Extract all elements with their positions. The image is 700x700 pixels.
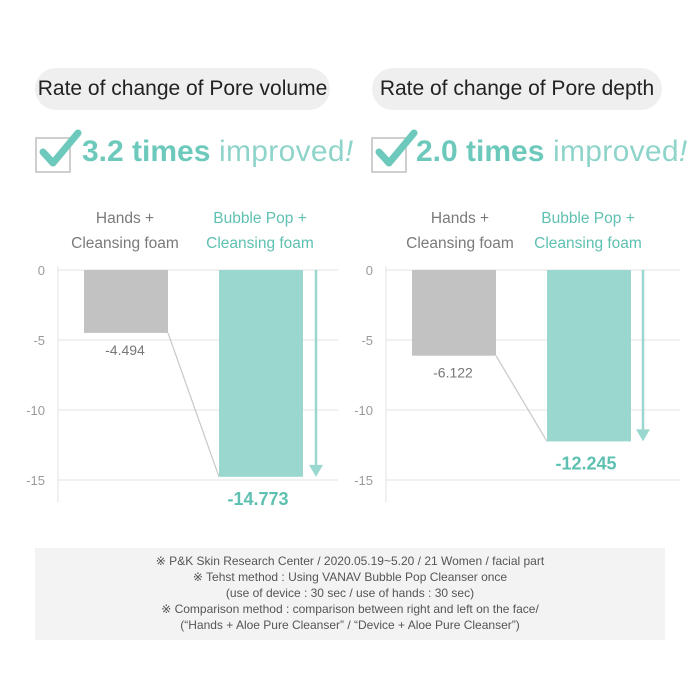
study-footnote: ※ P&K Skin Research Center / 2020.05.19~… [35,548,665,640]
bar-hands [84,270,168,333]
improvement-exclamation: ! [678,135,688,168]
checkbox-check-icon [371,129,418,173]
checkbox-check-icon [35,129,82,173]
category-label-bubble-pop: Bubble Pop + Cleansing foam [190,206,330,256]
category-line: Bubble Pop + [541,210,635,227]
category-label-hands: Hands + Cleansing foam [55,206,195,256]
category-line: Cleansing foam [534,235,642,252]
y-tick-label: -5 [361,333,373,348]
footnote-line: (use of device : 30 sec / use of hands :… [225,586,475,600]
value-label-bubble-pop: -14.773 [227,489,288,509]
footnote-line: ※ P&K Skin Research Center / 2020.05.19~… [155,554,545,568]
improvement-word: improved [210,135,345,168]
improvement-number: 2.0 times [416,135,545,168]
category-line: Hands + [430,210,490,227]
improvement-exclamation: ! [344,135,354,168]
y-tick-label: -15 [26,473,45,488]
category-line: Cleansing foam [206,235,314,252]
value-label-hands: -6.122 [433,365,473,381]
bar-bubble-pop [219,270,303,477]
y-tick-label: -10 [354,403,373,418]
category-line: Cleansing foam [406,235,514,252]
panel-title-pill: Rate of change of Pore volume [35,68,330,110]
arrow-down-icon [309,464,323,477]
bar-charts: 0 -5 -10 -15 -4.494 -14.773 0 -5 -10 -15 -6.122 -12… [26,263,680,509]
panel-title-pill: Rate of change of Pore depth [372,68,662,110]
value-label-hands: -4.494 [105,342,145,358]
y-tick-label: -5 [33,333,45,348]
connector-line [167,332,220,478]
category-label-bubble-pop: Bubble Pop + Cleansing foam [518,206,658,256]
connector-line [495,355,548,442]
footnote-line: ※ Tehst method : Using VANAV Bubble Pop … [192,570,508,584]
y-tick-label: -10 [26,403,45,418]
category-label-hands: Hands + Cleansing foam [390,206,530,256]
improvement-headline: 2.0 times improved! [416,132,687,172]
footnote-line: (“Hands + Aloe Pure Cleanser” / “Device … [180,618,520,632]
panel-pore-volume: Rate of change of Pore volume 3.2 times … [0,0,353,530]
value-label-bubble-pop: -12.245 [555,453,616,473]
improvement-number: 3.2 times [82,135,211,168]
improvement-word: improved [544,135,679,168]
bar-hands [412,270,496,356]
category-line: Bubble Pop + [213,210,307,227]
footnote-line: ※ Comparison method : comparison between… [161,602,539,616]
y-tick-label: 0 [38,263,45,278]
category-line: Hands + [95,210,155,227]
category-line: Cleansing foam [71,235,179,252]
bar-bubble-pop [547,270,631,442]
arrow-down-icon [636,429,650,442]
panel-pore-depth: Rate of change of Pore depth 2.0 times i… [350,0,700,530]
y-tick-label: 0 [366,263,373,278]
improvement-headline: 3.2 times improved! [82,132,353,172]
y-tick-label: -15 [354,473,373,488]
